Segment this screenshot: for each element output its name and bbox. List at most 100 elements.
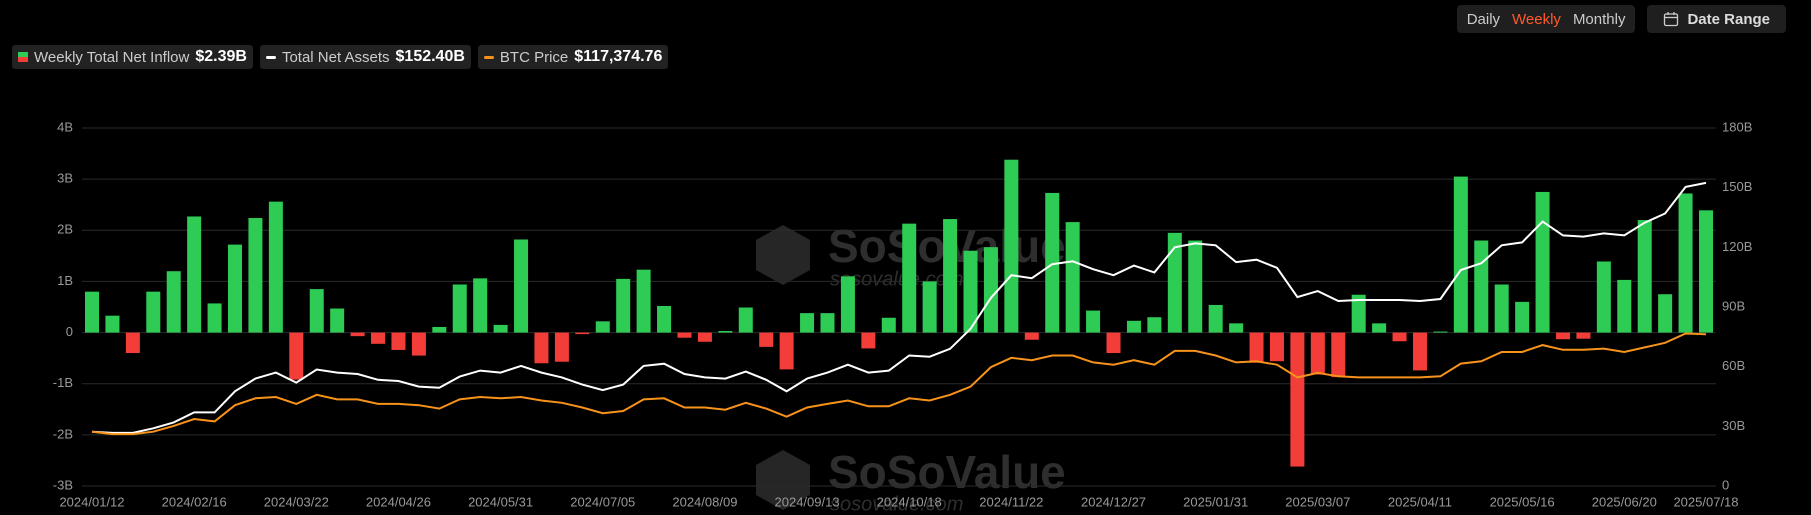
- legend-icon: [265, 55, 276, 59]
- bar: [1249, 332, 1264, 363]
- bar: [105, 315, 120, 333]
- bar: [411, 332, 426, 356]
- x-tick-label: 2024/04/26: [366, 494, 431, 509]
- y-tick-label: 4B: [57, 119, 73, 134]
- y2-tick-label: 0: [1722, 477, 1729, 492]
- bar: [268, 201, 283, 333]
- line: [91, 181, 1707, 434]
- bar: [677, 332, 692, 338]
- bar: [1208, 304, 1223, 333]
- bar: [371, 332, 386, 344]
- bar: [1147, 317, 1162, 333]
- bar: [1188, 240, 1203, 333]
- x-tick-label: 2025/04/11: [1388, 494, 1452, 509]
- bar: [575, 332, 590, 335]
- x-tick-label: 2024/11/22: [979, 494, 1043, 509]
- bar: [902, 223, 917, 333]
- legend-label: Total Net Assets: [281, 48, 390, 66]
- bar: [330, 308, 345, 333]
- bar: [1269, 332, 1284, 362]
- y2-tick-label: 60B: [1722, 358, 1745, 373]
- y2-tick-label: 180B: [1722, 119, 1752, 134]
- bar: [534, 332, 549, 364]
- bar: [1167, 232, 1182, 333]
- bar: [432, 326, 447, 333]
- bar: [1617, 279, 1632, 333]
- legend-label: BTC Price: [499, 48, 569, 66]
- controls: Daily Weekly Monthly Date Range: [1456, 5, 1786, 33]
- bar: [1351, 294, 1366, 333]
- bar: [1372, 323, 1387, 333]
- legend-value: $152.40B: [395, 48, 465, 65]
- grid: [82, 127, 1716, 487]
- y-tick-label: -3B: [53, 477, 73, 492]
- y-tick-label: 2B: [57, 222, 73, 237]
- bar: [350, 332, 365, 337]
- calendar-icon: [1664, 12, 1679, 27]
- x-tick-label: 2024/03/22: [264, 494, 329, 509]
- bar: [636, 269, 651, 333]
- bar: [166, 271, 181, 333]
- bar: [1106, 332, 1121, 354]
- bar: [1024, 332, 1039, 340]
- bar: [1678, 193, 1693, 333]
- period-button[interactable]: Weekly: [1512, 10, 1561, 28]
- date-range-button[interactable]: Date Range: [1647, 5, 1786, 33]
- bar: [1555, 332, 1570, 340]
- y-tick-label: 0: [66, 324, 73, 339]
- period-selector: Daily Weekly Monthly: [1456, 5, 1636, 33]
- bar: [1515, 301, 1530, 333]
- bar: [840, 276, 855, 333]
- x-tick-label: 2024/09/13: [775, 494, 840, 509]
- y2-tick-label: 150B: [1722, 179, 1752, 194]
- y-tick-label: 1B: [57, 273, 73, 288]
- bar: [1535, 191, 1550, 333]
- x-tick-label: 2025/01/31: [1183, 494, 1248, 509]
- date-range-label: Date Range: [1687, 10, 1770, 28]
- bar: [514, 239, 529, 333]
- watermark-logo: [756, 225, 810, 285]
- bar: [779, 332, 794, 370]
- bar: [881, 317, 896, 333]
- x-tick-label: 2024/12/27: [1081, 494, 1146, 509]
- bar: [718, 331, 733, 333]
- x-tick-label: 2024/07/05: [570, 494, 635, 509]
- bar: [922, 281, 937, 333]
- bar: [1699, 210, 1713, 333]
- bar: [820, 313, 835, 333]
- watermark-bottom: SoSoValue sosovalue.com: [756, 446, 1066, 515]
- bar: [1086, 310, 1101, 333]
- bar: [554, 332, 569, 362]
- bar: [125, 332, 140, 354]
- x-tick-label: 2025/03/07: [1285, 494, 1350, 509]
- legend-icon: [483, 55, 494, 59]
- bar: [1596, 261, 1611, 333]
- bar: [391, 332, 406, 350]
- bar: [1474, 240, 1489, 333]
- legend-item[interactable]: BTC Price $117,374.76: [477, 45, 669, 69]
- legend-item[interactable]: Weekly Total Net Inflow $2.39B: [12, 45, 253, 69]
- bar: [595, 321, 610, 333]
- y-tick-label: -2B: [53, 426, 73, 441]
- bar: [187, 216, 202, 333]
- period-button[interactable]: Daily: [1466, 10, 1501, 28]
- bar-series: [85, 159, 1713, 467]
- bar: [1453, 176, 1468, 333]
- bar: [861, 332, 876, 349]
- legend-value: $2.39B: [195, 48, 247, 65]
- bar: [289, 332, 304, 380]
- x-tick-label: 2025/06/20: [1592, 494, 1657, 509]
- bar: [248, 218, 263, 333]
- bar: [452, 284, 467, 333]
- bar: [1229, 323, 1244, 333]
- y-tick-label: -1B: [53, 375, 73, 390]
- bar: [1290, 332, 1305, 467]
- legend: Weekly Total Net Inflow $2.39B Total Net A…: [12, 45, 669, 69]
- bar: [228, 244, 243, 333]
- period-button[interactable]: Monthly: [1572, 10, 1626, 28]
- x-tick-label: 2024/05/31: [468, 494, 533, 509]
- bar: [1412, 332, 1427, 371]
- bar: [1576, 332, 1591, 339]
- legend-item[interactable]: Total Net Assets $152.40B: [259, 45, 471, 69]
